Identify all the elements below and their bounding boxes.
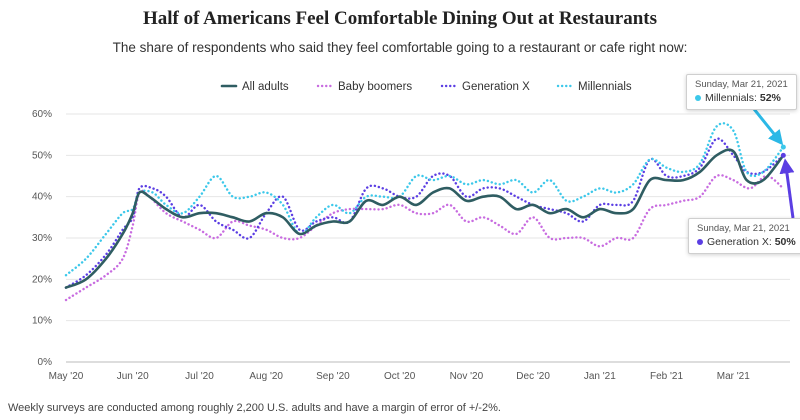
y-tick-label: 60% — [32, 109, 52, 120]
y-tick-label: 50% — [32, 150, 52, 161]
tooltip-date: Sunday, Mar 21, 2021 — [697, 223, 790, 234]
x-tick-label: Nov '20 — [450, 371, 484, 382]
tooltip-series: Generation X — [707, 236, 769, 248]
x-tick-label: Feb '21 — [650, 371, 683, 382]
x-tick-label: Aug '20 — [249, 371, 283, 382]
tooltip-arrow — [779, 158, 795, 219]
x-tick-label: Oct '20 — [384, 371, 416, 382]
tooltip-generation-x: Sunday, Mar 21, 2021 Generation X: 50% — [688, 218, 800, 254]
hover-marker — [780, 144, 786, 150]
chart-subtitle: The share of respondents who said they f… — [112, 40, 688, 55]
legend-label: Generation X — [462, 81, 530, 93]
series-line-millennials — [64, 122, 785, 277]
y-tick-label: 0% — [38, 357, 53, 368]
series-dot-icon — [697, 239, 703, 246]
x-tick-label: Dec '20 — [516, 371, 550, 382]
x-tick-label: Jan '21 — [584, 371, 616, 382]
legend-label: All adults — [242, 81, 289, 93]
y-tick-label: 10% — [32, 316, 52, 327]
tooltip-millennials: Sunday, Mar 21, 2021 Millennials: 52% — [686, 74, 797, 110]
tooltip-value: 50% — [774, 236, 796, 248]
tooltip-row: Generation X: 50% — [697, 236, 796, 248]
y-tick-label: 40% — [32, 192, 52, 203]
tooltip-row: Millennials: 52% — [695, 92, 788, 104]
tooltip-series: Millennials — [705, 92, 755, 104]
series-dot-icon — [695, 95, 701, 102]
x-tick-label: May '20 — [49, 371, 84, 382]
series-line-generation-x — [64, 137, 785, 289]
x-tick-label: Jul '20 — [185, 371, 214, 382]
footnote: Weekly surveys are conducted among rough… — [8, 402, 501, 414]
series-line-baby-boomers — [64, 173, 785, 302]
hover-marker — [780, 152, 786, 158]
chart-title: Half of Americans Feel Comfortable Dinin… — [143, 8, 657, 29]
y-tick-label: 20% — [32, 274, 52, 285]
y-tick-label: 30% — [32, 233, 52, 244]
tooltip-date: Sunday, Mar 21, 2021 — [695, 79, 788, 90]
legend-label: Baby boomers — [338, 81, 412, 93]
tooltip-value: 52% — [759, 92, 781, 104]
legend-label: Millennials — [578, 81, 632, 93]
tooltip-arrow — [748, 103, 784, 146]
x-tick-label: Mar '21 — [717, 371, 750, 382]
series-line-all-adults — [64, 148, 785, 289]
x-tick-label: Sep '20 — [316, 371, 350, 382]
x-tick-label: Jun '20 — [117, 371, 149, 382]
